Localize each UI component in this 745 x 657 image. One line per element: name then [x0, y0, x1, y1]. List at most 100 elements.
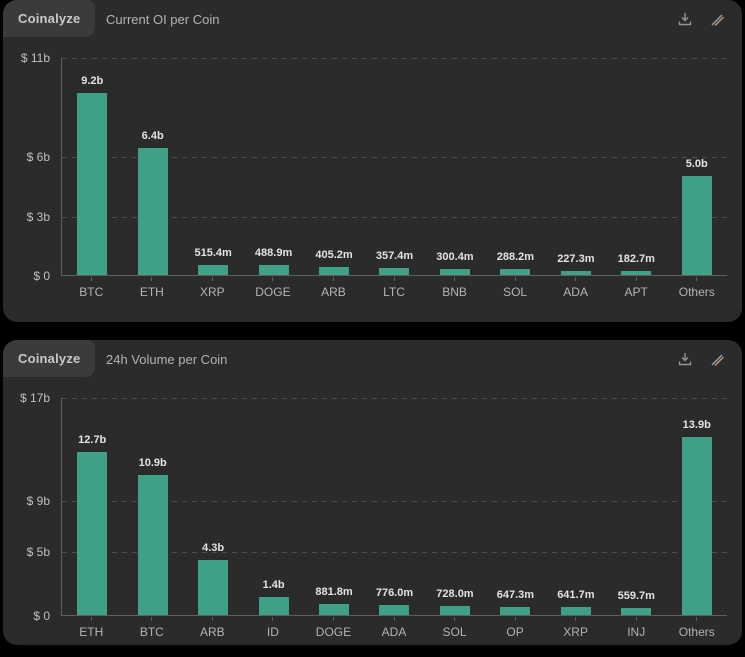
x-tick-mark [696, 617, 698, 621]
x-axis-label-others: Others [678, 285, 715, 299]
bar-eth[interactable] [77, 452, 108, 615]
draw-trendline-icon[interactable] [708, 350, 726, 368]
bar-value-label: 13.9b [682, 418, 711, 431]
bar-op[interactable] [500, 606, 531, 615]
x-tick-mark [332, 617, 334, 621]
bar-column-others: 5.0b [667, 58, 727, 275]
x-axis-label-sol: SOL [442, 625, 467, 639]
bar-column-apt: 182.7m [606, 58, 666, 275]
bar-arb[interactable] [319, 266, 350, 275]
x-axis-label-apt: APT [624, 285, 648, 299]
bar-value-label: 6.4b [141, 130, 164, 143]
bar-value-label: 728.0m [436, 587, 474, 600]
bar-others[interactable] [681, 175, 712, 275]
header-toolbar [676, 10, 726, 28]
bar-ada[interactable] [379, 605, 410, 615]
bar-xrp[interactable] [198, 264, 229, 275]
x-tick-mark [151, 277, 153, 281]
bar-column-arb: 405.2m [304, 58, 364, 275]
x-axis-label-doge: DOGE [315, 625, 352, 639]
bar-value-label: 776.0m [375, 587, 414, 600]
x-tick-mark [454, 277, 456, 281]
bar-value-label: 357.4m [375, 249, 414, 262]
plot-area: 9.2b 6.4b 515.4m 488.9m 405.2m 357.4m 300.4m 28… [61, 58, 727, 276]
bar-column-sol: 288.2m [485, 58, 545, 275]
bar-id[interactable] [258, 597, 289, 615]
gridline [62, 500, 727, 502]
bar-btc[interactable] [137, 475, 168, 615]
y-axis-tick-label: $ 5b [26, 544, 50, 559]
chart-title: 24h Volume per Coin [106, 352, 228, 367]
bar-column-xrp: 641.7m [546, 398, 606, 615]
x-axis: ETH BTC ARB ID DOGE ADA SOL OP XRP INJ Others [61, 617, 727, 639]
y-axis-tick-label: $ 9b [26, 493, 50, 508]
coinalyze-brand-badge[interactable]: Coinalyze [3, 0, 96, 37]
bar-column-ltc: 357.4m [364, 58, 424, 275]
bar-value-label: 881.8m [315, 585, 353, 598]
bar-column-id: 1.4b [243, 398, 303, 615]
oi-chart: $ 11b $ 6b $ 3b $ 0 9.2b 6.4b 515.4m 488.9m 405.… [3, 38, 742, 322]
bar-value-label: 182.7m [617, 253, 655, 266]
bar-column-btc: 9.2b [62, 58, 122, 275]
bar-value-label: 9.2b [81, 74, 104, 87]
x-axis-label-eth: ETH [79, 625, 104, 639]
y-axis-tick-label: $ 11b [20, 51, 50, 65]
x-axis-label-xrp: XRP [200, 285, 225, 299]
y-axis-tick-label: $ 0 [33, 609, 50, 623]
gridline [62, 157, 727, 159]
bar-apt[interactable] [621, 271, 652, 275]
bar-value-label: 4.3b [202, 541, 225, 554]
volume-chart-card: Coinalyze 24h Volume per Coin $ 17b $ 9b $… [3, 340, 742, 645]
bar-value-label: 5.0b [685, 157, 708, 170]
y-axis-tick-label: $ 3b [26, 209, 50, 224]
x-tick-mark [696, 277, 698, 281]
download-icon[interactable] [676, 350, 694, 368]
x-axis-label-ltc: LTC [383, 285, 405, 299]
x-tick-mark [635, 277, 637, 281]
coinalyze-brand-badge[interactable]: Coinalyze [3, 340, 96, 377]
bar-sol[interactable] [439, 605, 470, 615]
bar-arb[interactable] [198, 559, 229, 615]
bar-column-arb: 4.3b [183, 398, 243, 615]
x-axis-label-arb: ARB [200, 625, 225, 639]
x-axis-label-sol: SOL [503, 285, 528, 299]
header-toolbar [676, 350, 726, 368]
bar-column-op: 647.3m [485, 398, 545, 615]
bar-inj[interactable] [621, 607, 652, 615]
gridline [62, 551, 727, 553]
x-tick-mark [211, 617, 213, 621]
draw-trendline-icon[interactable] [708, 10, 726, 28]
bar-bnb[interactable] [439, 269, 470, 275]
bar-doge[interactable] [258, 265, 289, 275]
bar-value-label: 515.4m [194, 246, 232, 259]
bar-btc[interactable] [77, 92, 108, 275]
bar-column-xrp: 515.4m [183, 58, 243, 275]
bar-column-bnb: 300.4m [425, 58, 485, 275]
bar-column-ada: 776.0m [364, 398, 424, 615]
bar-value-label: 488.9m [254, 247, 293, 260]
x-axis-label-op: OP [506, 625, 524, 639]
x-tick-mark [90, 277, 92, 281]
bar-others[interactable] [681, 436, 712, 615]
bar-eth[interactable] [137, 148, 168, 275]
bar-value-label: 300.4m [436, 251, 474, 264]
x-tick-mark [393, 277, 395, 281]
x-axis: BTC ETH XRP DOGE ARB LTC BNB SOL ADA APT Others [61, 277, 727, 299]
x-tick-mark [211, 277, 213, 281]
bar-doge[interactable] [319, 603, 350, 615]
gridline [62, 398, 727, 399]
chart-title: Current OI per Coin [106, 12, 220, 27]
download-icon[interactable] [676, 10, 694, 28]
bar-xrp[interactable] [560, 606, 591, 615]
bar-value-label: 227.3m [557, 252, 595, 265]
x-tick-mark [514, 617, 516, 621]
gridline [62, 58, 727, 59]
x-tick-mark [454, 617, 456, 621]
bar-ada[interactable] [560, 270, 591, 275]
x-axis-label-ada: ADA [563, 285, 588, 299]
bar-sol[interactable] [500, 269, 531, 275]
bar-ltc[interactable] [379, 267, 410, 275]
x-tick-mark [332, 277, 334, 281]
x-tick-mark [635, 617, 637, 621]
